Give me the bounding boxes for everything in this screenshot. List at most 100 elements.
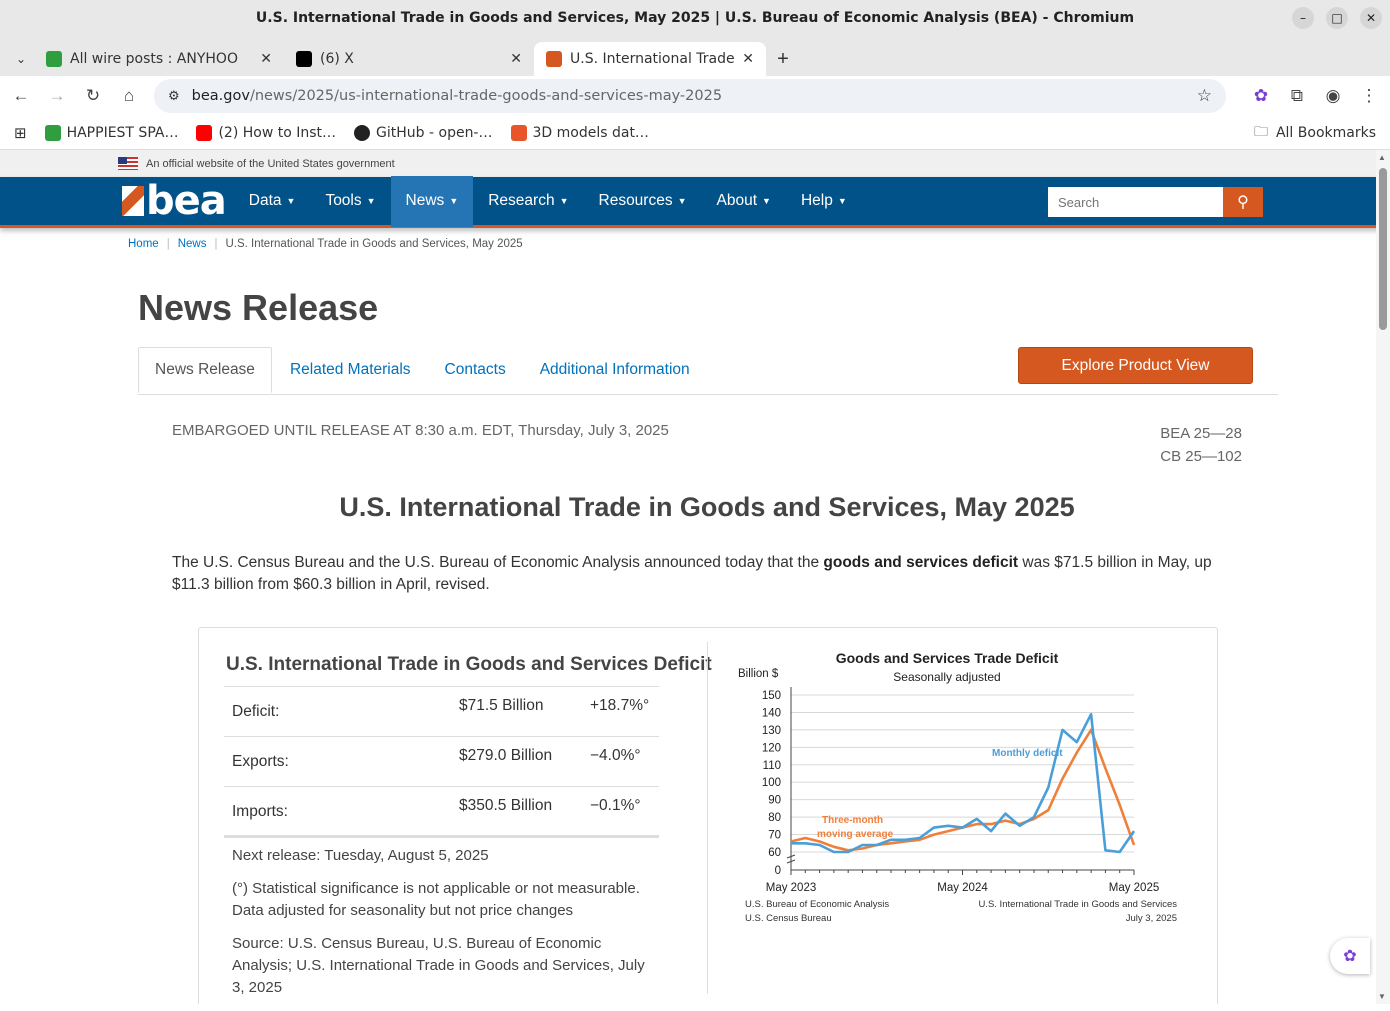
table-row-exports: Exports: $279.0 Billion −4.0%° — [224, 736, 659, 786]
bea-logo[interactable]: bea — [122, 178, 227, 224]
browser-toolbar: ← → ↻ ⌂ ⚙ bea.gov /news/2025/us-internat… — [0, 76, 1390, 116]
address-bar[interactable]: ⚙ bea.gov /news/2025/us-international-tr… — [154, 79, 1226, 113]
bookmark-label: HAPPIEST SPA… — [66, 124, 179, 141]
bookmark-favicon-icon — [44, 124, 61, 141]
tab-label: (6) X — [320, 51, 354, 67]
back-icon[interactable]: ← — [12, 86, 30, 105]
summary-table-title: U.S. International Trade in Goods and Se… — [226, 654, 712, 675]
row-change: −4.0%° — [590, 747, 641, 764]
axis-break-mark — [786, 854, 796, 864]
breadcrumb: Home | News | U.S. International Trade i… — [128, 238, 523, 250]
cb-code: CB 25—102 — [1160, 448, 1242, 465]
site-info-icon[interactable]: ⚙ — [168, 88, 180, 104]
lead-text: The U.S. Census Bureau and the U.S. Bure… — [172, 554, 824, 571]
browser-tab-bea[interactable]: U.S. International Trade in ✕ — [534, 42, 766, 76]
apps-grid-icon[interactable]: ⊞ — [14, 123, 27, 142]
anyhoo-favicon-icon — [46, 51, 62, 67]
tab-close-icon[interactable]: ✕ — [510, 51, 522, 67]
y-tick-label: 80 — [768, 812, 781, 824]
extension-ai-icon[interactable]: ✿ — [1253, 86, 1269, 105]
home-icon[interactable]: ⌂ — [123, 86, 135, 105]
url-host: bea.gov — [191, 88, 250, 104]
search-input[interactable] — [1048, 187, 1223, 217]
nav-label: Tools — [325, 192, 362, 209]
nav-research[interactable]: Research ▼ — [473, 176, 583, 227]
maximize-icon[interactable]: □ — [1326, 7, 1348, 29]
y-tick-label: 140 — [762, 707, 781, 719]
extensions-puzzle-icon[interactable]: ⧉ — [1290, 86, 1304, 105]
page-scrollbar[interactable]: ▲ ▼ — [1376, 150, 1390, 1004]
reload-icon[interactable]: ↻ — [85, 86, 101, 105]
table-row-imports: Imports: $350.5 Billion −0.1%° — [224, 786, 659, 836]
nav-news[interactable]: News ▼ — [390, 175, 474, 227]
tab-additional-information[interactable]: Additional Information — [539, 360, 690, 378]
x-tick-label: May 2025 — [1109, 882, 1160, 894]
nav-data[interactable]: Data ▼ — [234, 176, 311, 227]
bookmark-item[interactable]: HAPPIEST SPA… — [44, 124, 179, 141]
tab-strip: ⌄ All wire posts : ANYHOO ✕ (6) X ✕ U.S.… — [0, 36, 1390, 76]
browser-tab-anyhoo[interactable]: All wire posts : ANYHOO ✕ — [34, 42, 284, 76]
significance-note: (°) Statistical significance is not appl… — [232, 880, 640, 919]
trade-deficit-chart: Goods and Services Trade Deficit Seasona… — [729, 642, 1189, 962]
chart-y-ticks: 0 60 70 80 90 100 110 120 130 140 150 — [762, 690, 781, 877]
nav-about[interactable]: About ▼ — [702, 176, 786, 227]
nav-label: Data — [248, 192, 282, 209]
y-tick-label: 120 — [762, 742, 781, 754]
scroll-down-icon[interactable]: ▼ — [1378, 992, 1386, 1001]
tab-related-materials[interactable]: Related Materials — [289, 360, 411, 378]
forward-icon[interactable]: → — [48, 86, 66, 105]
site-nav: bea Data ▼ Tools ▼ News ▼ Research ▼ Resourc… — [0, 175, 1390, 228]
chart-gridlines — [786, 687, 1134, 871]
lead-paragraph: The U.S. Census Bureau and the U.S. Bure… — [172, 552, 1242, 596]
menu-kebab-icon[interactable]: ⋮ — [1360, 86, 1378, 105]
tab-news-release[interactable]: News Release — [138, 347, 272, 393]
url-path: /news/2025/us-international-trade-goods-… — [249, 88, 723, 104]
all-bookmarks-label: All Bookmarks — [1275, 124, 1376, 141]
bookmark-item[interactable]: (2) How to Inst… — [196, 124, 336, 141]
page-title: News Release — [138, 287, 379, 328]
bea-favicon-icon — [546, 51, 562, 67]
nav-help[interactable]: Help ▼ — [786, 176, 862, 227]
explore-product-view-button[interactable]: Explore Product View — [1018, 347, 1253, 384]
bea-code: BEA 25—28 — [1160, 425, 1242, 442]
assistant-float-icon[interactable]: ✿ — [1330, 938, 1370, 974]
row-value: $71.5 Billion — [459, 697, 544, 714]
lead-text: was $71.5 billion in May, up $11.3 billi… — [172, 554, 1212, 593]
panel-divider — [707, 642, 708, 994]
tab-close-icon[interactable]: ✕ — [742, 51, 754, 67]
breadcrumb-home[interactable]: Home — [128, 238, 159, 250]
tab-search-chevron-icon[interactable]: ⌄ — [15, 52, 27, 66]
chart-x-ticks: May 2023 May 2024 May 2025 — [766, 870, 1160, 894]
release-tabs: News Release Related Materials Contacts … — [138, 347, 1278, 395]
tab-contacts[interactable]: Contacts — [444, 360, 506, 378]
scroll-up-icon[interactable]: ▲ — [1378, 153, 1386, 162]
github-icon — [354, 124, 371, 141]
nav-resources[interactable]: Resources ▼ — [584, 176, 702, 227]
nav-label: About — [716, 192, 758, 209]
all-bookmarks-button[interactable]: 🗀 All Bookmarks — [1254, 121, 1376, 145]
search-button[interactable]: ⚲ — [1223, 187, 1263, 217]
bookmarks-bar: ⊞ HAPPIEST SPA… (2) How to Inst… GitHub … — [0, 116, 1390, 150]
bookmark-star-icon[interactable]: ☆ — [1196, 86, 1212, 106]
tab-close-icon[interactable]: ✕ — [260, 51, 272, 67]
breadcrumb-news[interactable]: News — [177, 238, 207, 250]
logo-text: bea — [146, 178, 227, 224]
browser-tab-x[interactable]: (6) X ✕ — [284, 42, 534, 76]
chart-footer-left-2: U.S. Census Bureau — [745, 913, 832, 924]
nav-tools[interactable]: Tools ▼ — [310, 176, 390, 227]
scrollbar-thumb[interactable] — [1379, 168, 1387, 330]
series-label-average-line1: Three-month — [822, 815, 883, 826]
profile-icon[interactable]: ◉ — [1325, 86, 1341, 105]
bookmark-item[interactable]: 3D models dat… — [510, 124, 649, 141]
minimize-icon[interactable]: – — [1292, 7, 1314, 29]
site-search: ⚲ — [1048, 187, 1263, 217]
y-tick-label: 60 — [768, 847, 781, 859]
nav-label: News — [405, 192, 445, 209]
bookmark-item[interactable]: GitHub - open-… — [354, 124, 493, 141]
nav-label: Help — [800, 192, 833, 209]
close-icon[interactable]: ✕ — [1360, 7, 1382, 29]
tab-label: U.S. International Trade in — [570, 51, 735, 67]
caret-down-icon: ▼ — [677, 196, 687, 206]
new-tab-button[interactable]: + — [777, 47, 789, 70]
gov-banner-text: An official website of the United States… — [146, 157, 395, 170]
